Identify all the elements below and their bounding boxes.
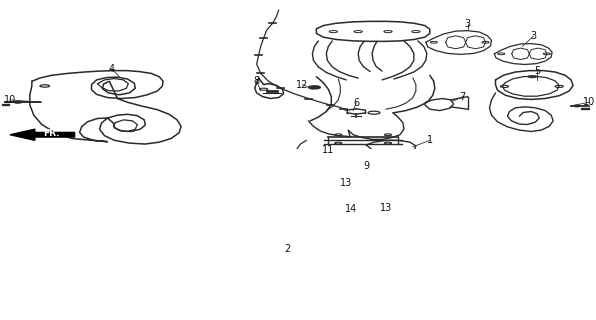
Bar	[358, 205, 364, 206]
Circle shape	[348, 152, 353, 153]
Text: 7: 7	[460, 92, 465, 102]
Text: 6: 6	[353, 98, 359, 108]
Text: 11: 11	[322, 145, 334, 155]
Circle shape	[309, 86, 320, 89]
Text: 12: 12	[296, 80, 309, 90]
Text: 14: 14	[345, 204, 358, 214]
Text: 4: 4	[108, 64, 114, 74]
Text: 3: 3	[530, 31, 536, 41]
Polygon shape	[10, 129, 74, 140]
Text: 10: 10	[583, 97, 595, 107]
Bar	[2, 104, 9, 105]
Text: 3: 3	[464, 19, 471, 29]
Bar	[581, 108, 589, 109]
Text: 5: 5	[534, 66, 541, 76]
Text: 10: 10	[4, 95, 16, 105]
Circle shape	[574, 105, 580, 107]
Circle shape	[14, 101, 21, 103]
Text: 13: 13	[380, 203, 392, 213]
Text: 8: 8	[254, 76, 260, 86]
Text: 1: 1	[427, 135, 433, 145]
Text: 9: 9	[363, 161, 369, 171]
Text: FR.: FR.	[44, 129, 60, 138]
Text: 2: 2	[284, 244, 291, 254]
Text: 13: 13	[340, 178, 352, 188]
